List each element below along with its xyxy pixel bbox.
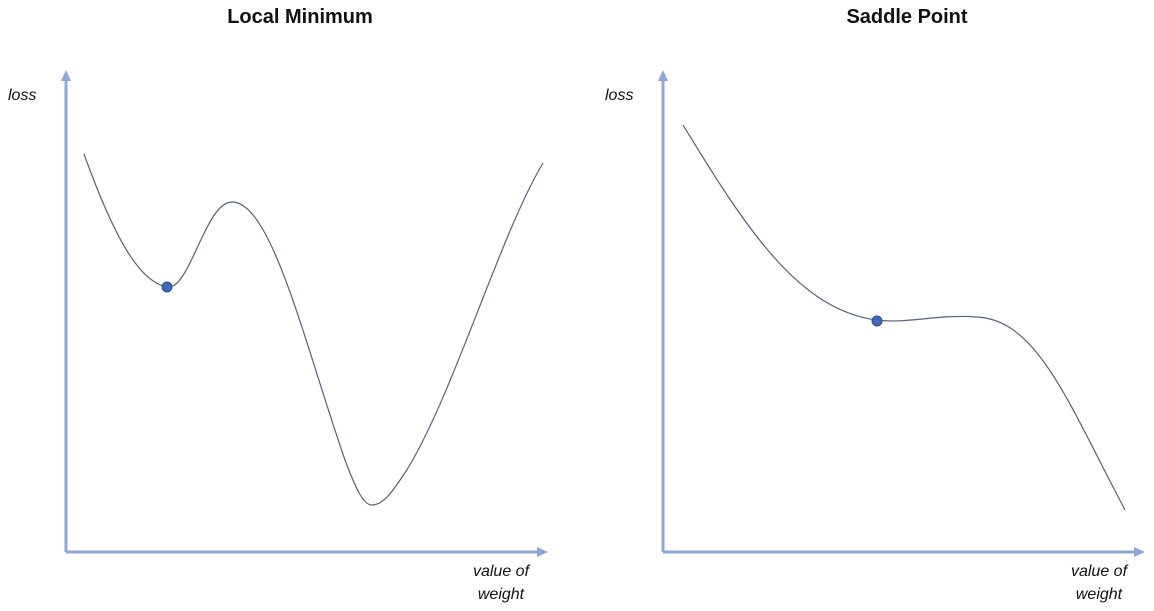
local-minimum-x-axis-label-line2: weight	[477, 586, 525, 603]
saddle-point-x-axis-label: value of weight	[1054, 560, 1144, 606]
saddle-point-panel: Saddle Point loss value of weight	[577, 0, 1154, 611]
local-minimum-title: Local Minimum	[227, 6, 373, 28]
saddle-point-x-axis-label-line2: weight	[1075, 586, 1123, 603]
local-minimum-y-axis-arrow	[61, 70, 71, 81]
saddle-point-x-axis-arrow	[1134, 547, 1145, 557]
saddle-point-plot	[658, 70, 1145, 557]
saddle-point-title: Saddle Point	[846, 6, 968, 28]
local-minimum-x-axis-arrow	[537, 547, 548, 557]
local-minimum-x-axis-label: value of weight	[456, 560, 546, 606]
local-minimum-loss-curve	[83, 153, 544, 506]
local-minimum-point	[161, 281, 173, 293]
local-minimum-panel: Local Minimum loss value of weight	[8, 6, 548, 606]
local-minimum-x-axis-label-line1: value of	[472, 563, 530, 580]
saddle-point-loss-curve	[682, 124, 1126, 511]
local-minimum-plot	[61, 70, 548, 557]
saddle-point-point	[871, 315, 883, 327]
saddle-point-y-axis-arrow	[658, 70, 668, 81]
saddle-point-x-axis-label-line1: value of	[1070, 563, 1128, 580]
local-minimum-y-axis-label: loss	[8, 87, 37, 104]
saddle-point-y-axis-label: loss	[605, 87, 634, 104]
